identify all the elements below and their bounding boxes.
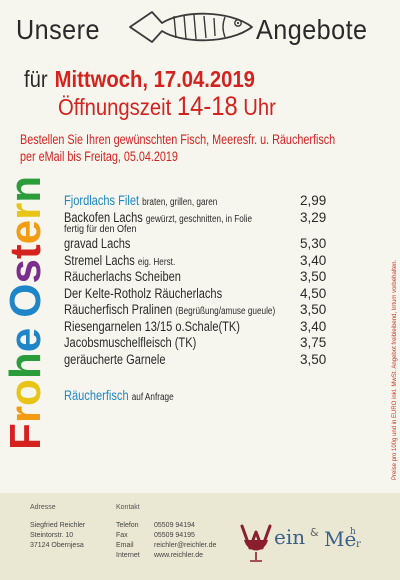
address-line: Steintorstr. 10 <box>30 532 74 539</box>
footer: Adresse Siegfried Reichler Steintorstr. … <box>0 493 400 580</box>
offer-name: Stremel Lachs <box>64 252 135 268</box>
offer-row-10: geräucherte Garnele 3,50 <box>64 352 334 369</box>
email-link[interactable]: reichler@reichler.de <box>154 542 217 549</box>
offer-note: eig. Herst. <box>137 256 176 268</box>
frohe-ostern-text: Frohe Ostern <box>1 175 50 450</box>
order-line-2: per eMail bis Freitag, 05.04.2019 <box>20 149 178 164</box>
contact-label: Internet <box>116 552 140 559</box>
offer-note: gewürzt, geschnitten, in Folie <box>145 213 253 225</box>
day-label: für <box>24 66 48 92</box>
logo-small-2: r <box>356 539 361 550</box>
offer-price: 3,50 <box>300 302 327 317</box>
title-right: Angebote <box>256 14 368 45</box>
order-line-1: Bestellen Sie Ihren gewünschten Fisch, M… <box>20 132 336 147</box>
offer-price: 4,50 <box>300 285 327 301</box>
phone-value: 05509 94194 <box>154 522 195 529</box>
offer-row-7: Räucherfisch Pralinen (Begrüßung/amuse g… <box>64 302 334 319</box>
hours-label: Öffnungszeit <box>58 94 172 120</box>
ostern-letter: r <box>1 202 50 220</box>
address-block: Adresse Siegfried Reichler Steintorstr. … <box>30 503 85 551</box>
offer-name: Fjordlachs Filet <box>64 193 140 208</box>
offer-price: 3,50 <box>300 351 327 367</box>
request-name: Räucherfisch <box>64 388 129 403</box>
address-line: 37124 Obernjesa <box>30 542 84 549</box>
offer-row-3: gravad Lachs 5,30 <box>64 236 334 253</box>
offer-name: Riesengarnelen 13/15 o.Schale(TK) <box>64 318 241 334</box>
order-note: Bestellen Sie Ihren gewünschten Fisch, M… <box>20 131 340 165</box>
ostern-letter: O <box>1 283 50 318</box>
offer-row-6: Der Kelte-Rotholz Räucherlachs 4,50 <box>64 286 334 303</box>
offer-price: 2,99 <box>300 193 327 208</box>
fax-value: 05509 94195 <box>154 532 195 539</box>
logo-word-1: ein <box>274 525 305 549</box>
ostern-letter: h <box>1 352 50 380</box>
day-line: für Mittwoch, 17.04.2019 <box>24 66 255 93</box>
request-row: Räucherfisch auf Anfrage <box>64 388 334 405</box>
offer-price: 3,40 <box>300 252 327 268</box>
fish-icon <box>129 11 253 43</box>
logo-small: h <box>350 527 356 537</box>
offer-subnote: fertig für den Ofen <box>64 224 137 235</box>
offer-row-5: Räucherlachs Scheiben 3,50 <box>64 269 334 286</box>
wein-und-meehr-logo: ein & Me h r <box>240 524 361 562</box>
offer-price: 3,29 <box>300 209 327 225</box>
offer-name: Backofen Lachs <box>64 209 143 225</box>
offer-row-9: Jacobsmuschelfleisch (TK) 3,75 <box>64 335 334 352</box>
address-heading: Adresse <box>30 504 56 511</box>
contact-label: Fax <box>116 532 128 539</box>
hours-line: Öffnungszeit 14-18 Uhr <box>58 91 276 122</box>
logo-amp: & <box>310 526 319 539</box>
request-note: auf Anfrage <box>131 392 174 403</box>
offer-name: Räucherlachs Scheiben <box>64 269 181 284</box>
ostern-letter: e <box>1 219 50 245</box>
offer-price: 3,75 <box>300 335 327 350</box>
offer-price: 3,50 <box>300 269 327 284</box>
hours-time: 14-18 <box>176 91 238 121</box>
website-link[interactable]: www.reichler.de <box>154 552 204 559</box>
offer-note: braten, grillen, garen <box>142 197 218 208</box>
ostern-letter: t <box>1 244 50 259</box>
offer-name: Räucherfisch Pralinen <box>64 302 173 317</box>
contact-heading: Kontakt <box>116 504 140 511</box>
offer-price: 3,40 <box>300 318 327 334</box>
offer-row-1: Fjordlachs Filet braten, grillen, garen 2… <box>64 193 334 210</box>
ostern-letter: e <box>1 327 50 353</box>
ostern-letter: n <box>1 175 50 203</box>
hours-unit: Uhr <box>243 94 276 120</box>
offer-name: Der Kelte-Rotholz Räucherlachs <box>64 285 223 301</box>
ostern-letter: F <box>1 423 50 450</box>
offer-note: (Begrüßung/amuse gueule) <box>175 306 276 317</box>
offer-price: 5,30 <box>300 236 327 251</box>
offer-name: Jacobsmuschelfleisch (TK) <box>64 335 197 350</box>
ostern-letter: s <box>1 259 50 284</box>
address-line: Siegfried Reichler <box>30 522 86 529</box>
offer-row-4: Stremel Lachs eig. Herst. 3,40 <box>64 253 334 270</box>
ostern-letter: o <box>1 379 50 406</box>
offer-row-2: Backofen Lachs gewürzt, geschnitten, in … <box>64 210 334 237</box>
offer-row-8: Riesengarnelen 13/15 o.Schale(TK) 3,40 <box>64 319 334 336</box>
contact-label: Email <box>116 542 134 549</box>
logo-word-2: Me <box>324 527 356 551</box>
offer-name: gravad Lachs <box>64 236 131 251</box>
offer-list: Fjordlachs Filet braten, grillen, garen 2… <box>64 193 334 405</box>
title-left: Unsere <box>16 14 100 45</box>
offer-name: geräucherte Garnele <box>64 351 166 367</box>
day-value: Mittwoch, 17.04.2019 <box>54 66 255 92</box>
ostern-letter: r <box>1 405 50 424</box>
price-disclaimer: Preise pro 100g und in EURO inkl. MwSt. … <box>392 259 398 480</box>
contact-block: Kontakt Telefon 05509 94194 Fax 05509 9419… <box>116 503 216 561</box>
contact-label: Telefon <box>116 522 139 529</box>
